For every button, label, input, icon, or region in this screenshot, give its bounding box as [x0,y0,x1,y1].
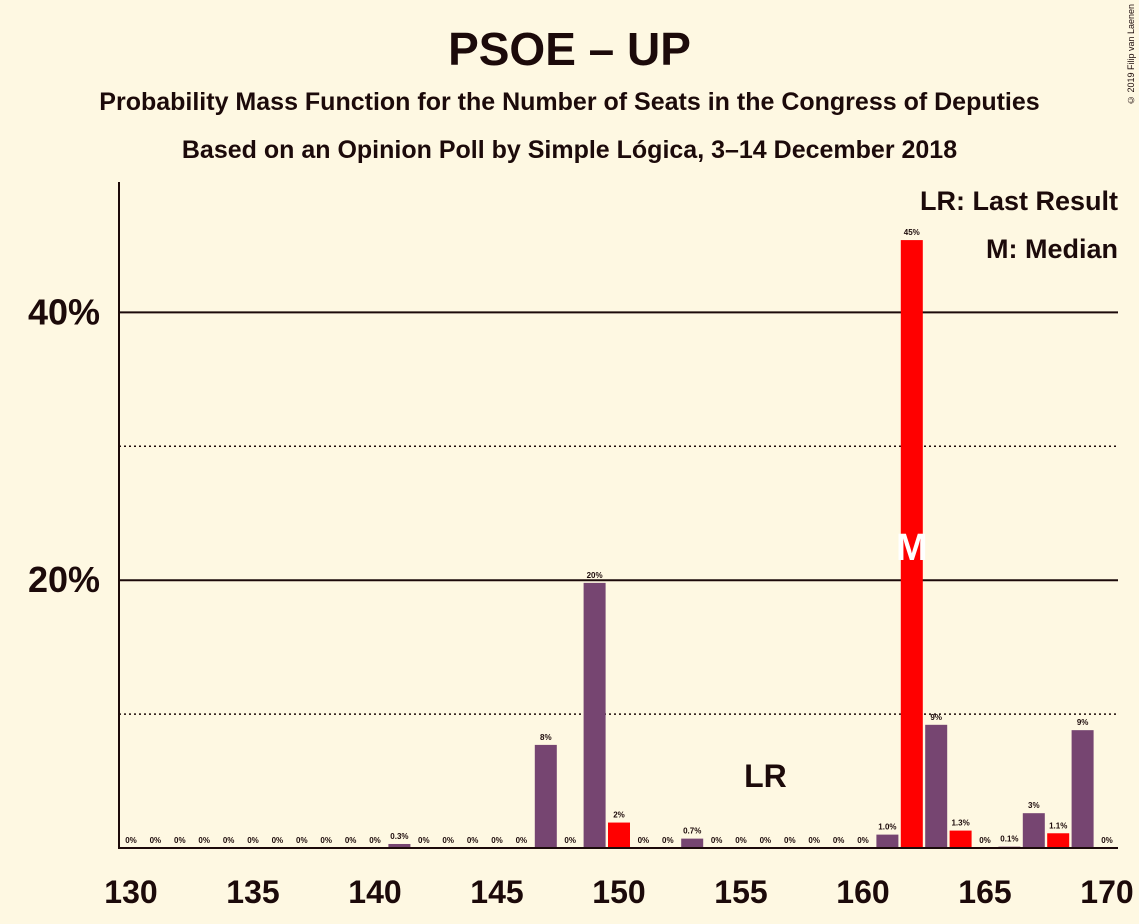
bar-label-148: 0% [564,836,576,845]
bar-147 [534,744,557,848]
bar-141 [388,843,411,848]
legend-median: M: Median [986,234,1118,264]
bar-label-152: 0% [662,836,674,845]
bar-label-170: 0% [1101,836,1113,845]
x-tick-135: 135 [226,874,279,910]
bar-label-132: 0% [174,836,186,845]
axes [118,182,1118,849]
y-tick-20: 20% [28,559,100,600]
median-marker: M [896,527,928,569]
bar-label-162: 45% [904,228,920,237]
bar-label-169: 9% [1077,718,1089,727]
bar-label-138: 0% [320,836,332,845]
bar-163 [925,724,948,848]
x-tick-155: 155 [714,874,767,910]
legend-last-result: LR: Last Result [920,186,1118,216]
bar-label-151: 0% [638,836,650,845]
bars [388,240,1094,848]
x-tick-160: 160 [836,874,889,910]
bar-label-143: 0% [442,836,454,845]
bar-149 [583,582,606,848]
bar-label-167: 3% [1028,801,1040,810]
gridlines [119,311,1118,715]
bar-value-labels: 0% 0% 0% 0% 0% 0% 0% 0% 0% 0% 0% 0.3% 0% 0% 0% 0% 0% 8% 0%… [125,228,1113,845]
bar-label-134: 0% [223,836,235,845]
bar-164 [949,830,972,848]
bar-label-153: 0.7% [683,827,701,836]
bar-label-164: 1.3% [951,819,969,828]
bar-label-136: 0% [272,836,284,845]
bar-label-145: 0% [491,836,503,845]
x-tick-130: 130 [104,874,157,910]
bar-label-147: 8% [540,733,552,742]
bar-label-163: 9% [930,713,942,722]
bar-label-166: 0.1% [1000,835,1018,844]
last-result-marker: LR [744,758,787,794]
chart-title: PSOE – UP [448,23,691,75]
bar-162 [900,240,923,848]
y-tick-40: 40% [28,291,100,332]
bar-label-130: 0% [125,836,137,845]
bar-label-140: 0% [369,836,381,845]
bar-label-142: 0% [418,836,430,845]
bar-label-149: 20% [587,571,603,580]
bar-label-159: 0% [833,836,845,845]
bar-168 [1047,833,1070,848]
bar-153 [681,838,704,848]
tick-labels: 130 135 140 145 150 155 160 165 170 20% 40% [28,291,1134,910]
x-tick-150: 150 [592,874,645,910]
bar-label-165: 0% [979,836,991,845]
bar-label-154: 0% [711,836,723,845]
bar-label-141: 0.3% [390,832,408,841]
bar-label-133: 0% [198,836,210,845]
bar-161 [876,834,899,848]
bar-label-157: 0% [784,836,796,845]
bar-label-131: 0% [150,836,162,845]
bar-label-161: 1.0% [878,823,896,832]
bar-label-156: 0% [760,836,772,845]
bar-label-158: 0% [808,836,820,845]
bar-label-137: 0% [296,836,308,845]
x-tick-145: 145 [470,874,523,910]
bar-label-168: 1.1% [1049,821,1067,830]
x-tick-140: 140 [348,874,401,910]
bar-label-160: 0% [857,836,869,845]
bar-label-155: 0% [735,836,747,845]
bar-167 [1022,813,1045,848]
bar-label-139: 0% [345,836,357,845]
legend: LR: Last Result M: Median [920,186,1118,264]
chart-source-subtitle: Based on an Opinion Poll by Simple Lógic… [181,136,958,164]
x-tick-165: 165 [958,874,1011,910]
bar-label-144: 0% [467,836,479,845]
chart-subtitle: Probability Mass Function for the Number… [99,88,1040,116]
bar-169 [1071,730,1094,848]
bar-label-135: 0% [247,836,259,845]
bar-150 [608,822,630,848]
bar-label-150: 2% [613,811,625,820]
bar-label-146: 0% [516,836,528,845]
x-tick-170: 170 [1080,874,1133,910]
